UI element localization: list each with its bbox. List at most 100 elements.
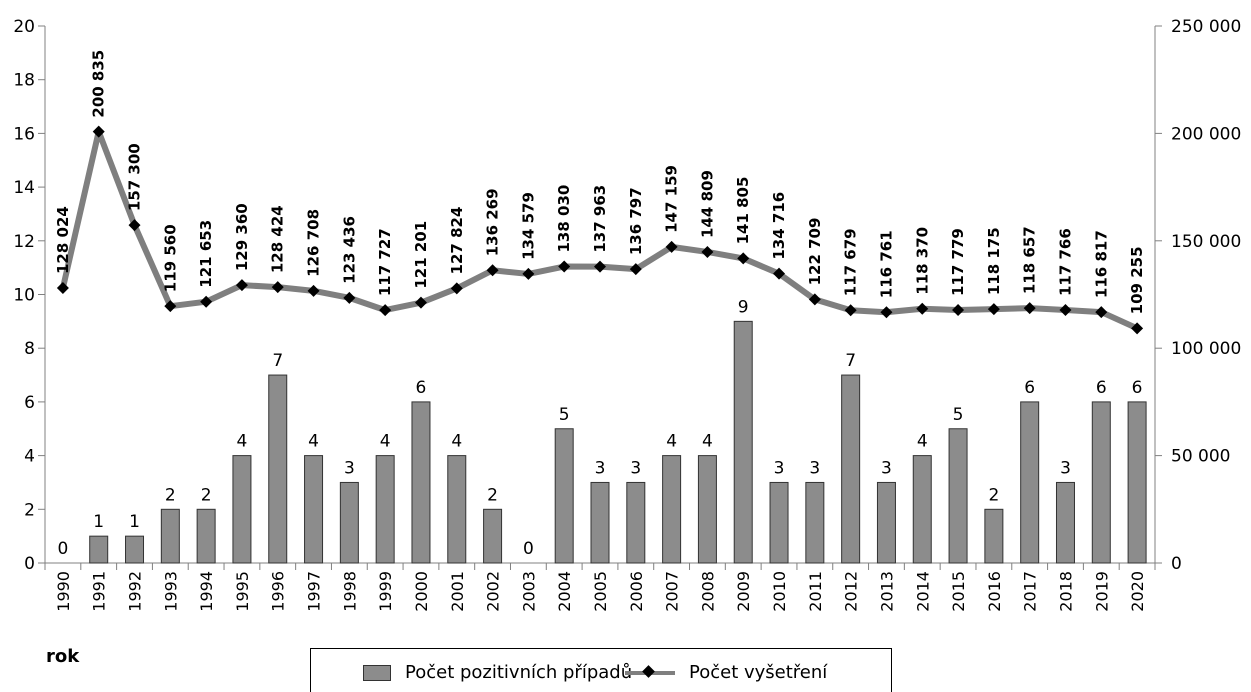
x-tick-label: 2020: [1128, 571, 1147, 612]
left-tick-label: 0: [24, 554, 35, 574]
x-tick-label: 2006: [627, 571, 646, 612]
left-tick-label: 6: [24, 393, 35, 413]
x-tick-label: 1994: [197, 571, 216, 612]
x-tick-label: 2016: [985, 571, 1004, 612]
bar-value-label: 6: [1024, 378, 1035, 398]
left-tick-label: 12: [13, 232, 35, 252]
bar: [89, 535, 109, 564]
line-marker: [235, 279, 248, 292]
bar: [984, 508, 1004, 564]
line-marker: [1131, 322, 1144, 335]
line-value-label: 128 424: [269, 205, 287, 273]
line-value-label: 119 560: [161, 224, 179, 292]
line-marker: [307, 284, 320, 297]
x-tick-label: 1999: [376, 571, 395, 612]
bar-value-label: 9: [738, 297, 749, 317]
line-marker: [665, 240, 678, 253]
bar: [554, 428, 574, 564]
line-marker: [343, 291, 356, 304]
line-value-label: 117 779: [949, 228, 967, 296]
bar: [841, 374, 861, 564]
bar: [411, 401, 431, 564]
x-tick-label: 1998: [340, 571, 359, 612]
bar-value-label: 1: [129, 512, 140, 532]
left-tick-label: 16: [13, 124, 35, 144]
line-marker: [414, 296, 427, 309]
bar-value-label: 5: [953, 405, 964, 425]
legend-bar-swatch: [363, 664, 391, 681]
line-marker: [844, 304, 857, 317]
line-value-label: 134 579: [519, 192, 537, 260]
bar-value-label: 0: [523, 539, 534, 559]
line-marker: [952, 304, 965, 317]
bar: [1055, 481, 1075, 564]
bar-value-label: 0: [57, 539, 68, 559]
bar-value-label: 3: [595, 458, 606, 478]
x-tick-label: 2015: [949, 571, 968, 612]
line-value-label: 134 716: [770, 192, 788, 260]
bar: [626, 481, 646, 564]
bar: [590, 481, 610, 564]
line-value-label: 118 657: [1021, 226, 1039, 294]
line-marker: [916, 302, 929, 315]
bar-value-label: 1: [93, 512, 104, 532]
x-tick-label: 2013: [877, 571, 896, 612]
x-tick-label: 2007: [663, 571, 682, 612]
bar-value-label: 7: [845, 351, 856, 371]
bar: [769, 481, 789, 564]
bar: [196, 508, 216, 564]
line-value-label: 127 824: [448, 207, 466, 275]
left-tick-label: 4: [24, 447, 35, 467]
line-value-label: 137 963: [591, 185, 609, 253]
line-value-label: 121 201: [412, 221, 430, 289]
line-value-label: 157 300: [126, 143, 144, 211]
line-marker: [271, 281, 284, 294]
line-marker: [128, 219, 141, 232]
bar: [697, 455, 717, 564]
line-marker: [164, 300, 177, 313]
bar: [948, 428, 968, 564]
line-value-label: 117 679: [842, 228, 860, 296]
bar: [1127, 401, 1147, 564]
line-value-label: 200 835: [90, 50, 108, 118]
left-tick-label: 10: [13, 286, 35, 306]
bar-value-label: 4: [451, 432, 462, 452]
bar-value-label: 4: [917, 432, 928, 452]
line-marker: [56, 282, 69, 295]
x-tick-label: 2004: [555, 571, 574, 612]
bar: [805, 481, 825, 564]
x-tick-label: 2002: [484, 571, 503, 612]
line-marker: [987, 303, 1000, 316]
line-marker: [594, 260, 606, 273]
line-value-label: 116 761: [877, 230, 895, 298]
bar-value-label: 4: [308, 432, 319, 452]
bar: [447, 455, 467, 564]
x-tick-label: 1993: [161, 571, 180, 612]
line-marker: [880, 306, 893, 319]
line-value-label: 118 370: [913, 227, 931, 295]
x-tick-label: 2005: [591, 571, 610, 612]
x-tick-label: 1996: [269, 571, 288, 612]
bar-value-label: 7: [272, 351, 283, 371]
line-marker: [808, 293, 821, 306]
legend-item-bars: Počet pozitivních případů: [363, 662, 632, 683]
legend-bar-label: Počet pozitivních případů: [405, 662, 633, 683]
bar: [912, 455, 932, 564]
bar: [268, 374, 288, 564]
x-tick-label: 1992: [126, 571, 145, 612]
x-tick-label: 2001: [448, 571, 467, 612]
line-marker: [522, 267, 535, 280]
bar-value-label: 6: [416, 378, 427, 398]
line-value-label: 116 817: [1092, 230, 1110, 298]
bar: [1091, 401, 1111, 564]
bar: [375, 455, 395, 564]
bar: [232, 455, 252, 564]
bar-value-label: 4: [702, 432, 713, 452]
line-marker: [1023, 302, 1036, 315]
left-tick-label: 14: [13, 178, 35, 198]
x-tick-label: 1995: [233, 571, 252, 612]
bar: [125, 535, 145, 564]
bar-value-label: 3: [630, 458, 641, 478]
legend-item-line: Počet vyšetření: [625, 662, 827, 683]
bar-value-label: 6: [1096, 378, 1107, 398]
